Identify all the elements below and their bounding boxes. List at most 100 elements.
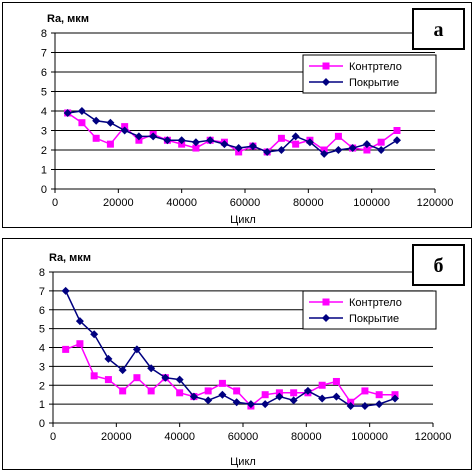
chart-0-x-tick-label: 0 xyxy=(52,197,58,209)
chart-0-legend-marker-1 xyxy=(322,78,330,86)
chart-1-series-0-point xyxy=(147,387,155,395)
chart-1-series-0-point xyxy=(332,377,340,385)
chart-0-series-1-point xyxy=(234,144,243,153)
chart-0-series-1-point xyxy=(220,140,229,149)
chart-0-series-1-point xyxy=(106,118,115,127)
chart-1-series-1-point xyxy=(289,396,298,405)
chart-1-y-tick-label: 4 xyxy=(39,343,45,355)
chart-1-series-0-point xyxy=(361,387,369,395)
chart-0-series-1-point xyxy=(206,136,215,145)
chart-1-series-1-point xyxy=(332,392,341,401)
chart-1-legend xyxy=(302,290,437,330)
chart-0-series-0-point xyxy=(292,140,300,148)
chart-1-series-1-point xyxy=(218,390,227,399)
chart-0-series-1-point xyxy=(248,142,257,151)
chart-1-series-1-point xyxy=(246,400,255,409)
chart-0-series-1-point xyxy=(320,149,329,158)
chart-0-panel-badge xyxy=(412,8,465,50)
chart-0-y-tick-label: 3 xyxy=(41,126,47,138)
chart-0-y-axis-label: Ra, мкм xyxy=(47,13,89,25)
chart-0-legend-label-0: Контртело xyxy=(349,61,402,73)
chart-1-series-1-point xyxy=(375,400,384,409)
chart-0-series-1-point xyxy=(305,138,314,147)
chart-0-series-0-point xyxy=(106,140,114,148)
chart-0-y-tick-label: 8 xyxy=(41,28,47,40)
chart-0-y-tick-label: 7 xyxy=(41,48,47,60)
chart-1-y-tick-label: 7 xyxy=(39,286,45,298)
chart-0-series-1-point xyxy=(334,146,343,154)
chart-1-x-tick-label: 60000 xyxy=(228,431,259,443)
chart-1-series-1-point xyxy=(161,373,170,382)
chart-1-series-0-point xyxy=(76,340,84,348)
chart-1-series-1-point xyxy=(189,392,198,401)
chart-1-series-1-point xyxy=(104,354,113,363)
chart-1-y-axis-label: Ra, мкм xyxy=(49,252,91,264)
chart-0-series-1-point xyxy=(134,132,143,141)
chart-1-series-0-point xyxy=(375,391,383,399)
chart-0-panel-label: а xyxy=(434,19,444,41)
chart-0-series-1-point xyxy=(191,138,200,147)
chart-1-series-0-point xyxy=(62,345,70,353)
chart-1-series-0-point xyxy=(119,387,127,395)
chart-0-series-1-point xyxy=(263,147,272,156)
chart-0-y-tick-label: 1 xyxy=(41,165,47,177)
chart-1-series-0-point xyxy=(90,372,98,380)
chart-1-series-1-point xyxy=(175,375,184,384)
chart-0-y-tick-label: 6 xyxy=(41,67,47,79)
chart-0-x-tick-label: 80000 xyxy=(293,197,324,209)
chart-0-series-1-point xyxy=(177,136,186,145)
chart-1-y-tick-label: 1 xyxy=(39,399,45,411)
chart-1-legend-marker-1 xyxy=(322,314,330,322)
chart-1-legend-marker-0 xyxy=(322,298,330,306)
chart-0-series-1-point xyxy=(393,136,401,145)
chart-1-x-tick-label: 80000 xyxy=(291,431,322,443)
chart-1-series-1-point xyxy=(132,345,141,354)
chart-1-y-tick-label: 8 xyxy=(39,267,45,279)
chart-0-series-0-point xyxy=(393,127,401,134)
chart-0-y-tick-label: 5 xyxy=(41,87,47,99)
chart-0-series-1-point xyxy=(348,144,357,153)
chart-0-series-1-point xyxy=(377,146,386,154)
chart-1-y-tick-label: 0 xyxy=(39,418,45,430)
chart-1-series-1-point xyxy=(90,330,99,339)
chart-0-series-0-point xyxy=(92,134,100,142)
chart-0-x-tick-label: 60000 xyxy=(230,197,261,209)
chart-0-series-1-point xyxy=(277,146,286,154)
chart-0-x-tick-label: 40000 xyxy=(166,197,197,209)
chart-a-svg: 0 1 2 3 4 5 6 7 8 0 20000 40000 60000 80000 100000 1200… xyxy=(41,8,465,226)
chart-1-x-axis-label: Цикл xyxy=(230,456,256,468)
chart-1-y-tick-label: 2 xyxy=(39,380,45,392)
chart-panel-a: 0 1 2 3 4 5 6 7 8 0 20000 40000 60000 80000 100000 1200… xyxy=(2,2,472,228)
chart-1-y-tick-label: 5 xyxy=(39,324,45,336)
chart-0-series-0-point xyxy=(192,144,200,152)
chart-1-panel-badge xyxy=(412,244,465,286)
chart-1-series-1-point xyxy=(204,396,213,405)
chart-1-series-1-point xyxy=(261,400,270,409)
chart-0-x-tick-label: 100000 xyxy=(353,197,390,209)
chart-1-series-1-point xyxy=(75,317,84,326)
chart-0-y-tick-label: 4 xyxy=(41,106,47,118)
chart-0-series-1-point xyxy=(120,126,129,135)
chart-1-series-0-point xyxy=(204,387,212,395)
chart-panel-b: 0 1 2 3 4 5 6 7 8 0 20000 40000 60000 80000 100000 1200… xyxy=(2,238,472,470)
chart-0-x-tick-label: 120000 xyxy=(417,197,454,209)
chart-1-series-1-point xyxy=(391,394,399,403)
chart-1-series-0-point xyxy=(290,389,298,397)
chart-1-legend-label-1: Покрытие xyxy=(349,313,399,325)
chart-0-legend xyxy=(302,54,437,94)
chart-0-series-0-point xyxy=(377,138,385,146)
chart-0-series-0-point xyxy=(78,119,86,127)
chart-0-series-1-point xyxy=(77,107,86,115)
chart-0-y-tick-label: 0 xyxy=(41,184,47,196)
chart-1-legend-label-0: Контртело xyxy=(349,297,402,309)
chart-0-series-0-point xyxy=(363,146,371,154)
chart-1-x-tick-label: 20000 xyxy=(101,431,132,443)
chart-1-x-tick-label: 40000 xyxy=(164,431,195,443)
chart-1-x-tick-label: 100000 xyxy=(351,431,388,443)
chart-1-series-1-point xyxy=(346,402,355,411)
chart-1-x-tick-label: 0 xyxy=(50,431,56,443)
chart-1-series-1-point xyxy=(318,394,327,403)
chart-b-svg: 0 1 2 3 4 5 6 7 8 0 20000 40000 60000 80000 100000 1200… xyxy=(39,244,465,468)
chart-0-series-1-point xyxy=(92,116,101,125)
chart-1-series-0-point xyxy=(218,379,226,387)
